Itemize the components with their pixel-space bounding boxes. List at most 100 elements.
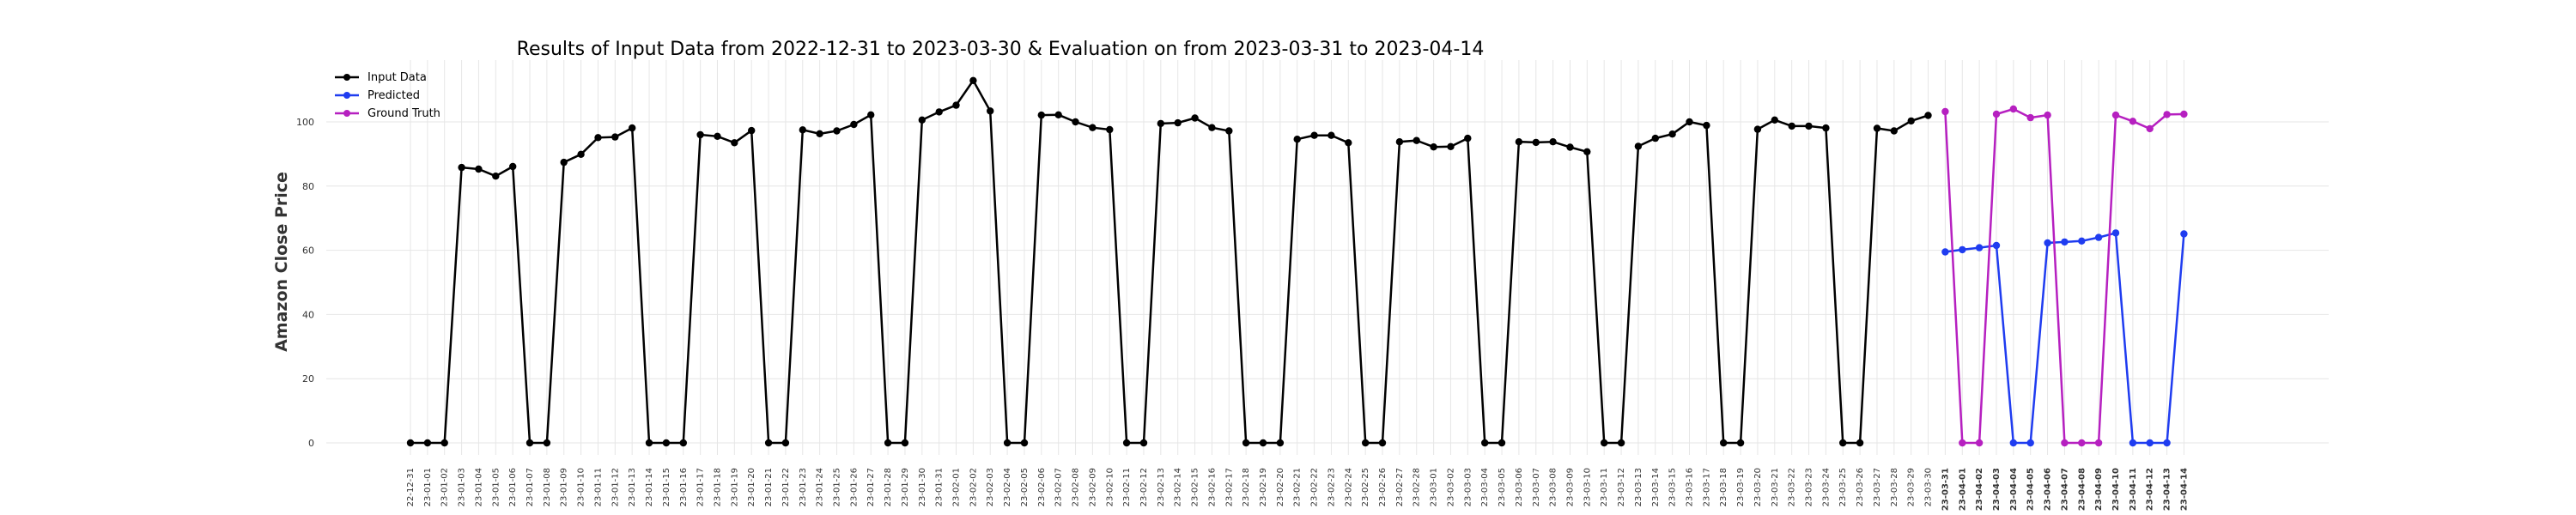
- data-point-ground-truth: [2111, 111, 2120, 119]
- x-tick-label: 23-02-10: [1105, 468, 1115, 506]
- x-tick-label: 23-04-06: [2044, 468, 2053, 511]
- data-point-ground-truth: [1975, 439, 1984, 447]
- data-point-input-data: [440, 439, 448, 447]
- x-tick-label: 23-04-11: [2129, 468, 2138, 511]
- data-point-input-data: [952, 101, 960, 109]
- legend-marker-input-data: [343, 74, 350, 81]
- data-point-ground-truth: [2061, 439, 2069, 447]
- data-point-input-data: [1208, 124, 1216, 131]
- x-tick-label: 23-03-23: [1805, 468, 1814, 506]
- data-point-input-data: [577, 150, 585, 158]
- data-point-input-data: [1259, 439, 1267, 447]
- legend-label-predicted: Predicted: [368, 89, 420, 102]
- data-point-input-data: [1293, 136, 1301, 143]
- x-tick-label: 23-01-02: [440, 468, 450, 506]
- x-tick-label: 23-02-19: [1259, 468, 1268, 506]
- data-point-predicted: [2163, 439, 2171, 447]
- data-point-input-data: [1549, 138, 1557, 146]
- data-point-input-data: [884, 439, 892, 447]
- chart-title: Results of Input Data from 2022-12-31 to…: [517, 39, 1485, 60]
- x-tick-label: 23-03-13: [1634, 468, 1643, 506]
- data-point-input-data: [611, 133, 619, 141]
- data-point-input-data: [969, 76, 977, 85]
- x-tick-label: 23-02-01: [952, 468, 962, 506]
- data-point-input-data: [543, 439, 551, 447]
- data-point-input-data: [1634, 142, 1643, 150]
- data-point-input-data: [833, 127, 841, 135]
- data-point-input-data: [662, 439, 671, 447]
- x-tick-label: 23-02-11: [1122, 468, 1132, 506]
- data-point-input-data: [1122, 439, 1131, 447]
- x-tick-label: 23-03-09: [1565, 468, 1575, 506]
- data-point-input-data: [1327, 131, 1335, 139]
- x-tick-label: 23-01-12: [611, 468, 620, 506]
- x-tick-label: 23-04-12: [2146, 468, 2155, 511]
- data-point-input-data: [1601, 439, 1608, 447]
- data-point-predicted: [1959, 245, 1966, 254]
- x-tick-label: 23-03-16: [1686, 468, 1695, 506]
- data-point-input-data: [1651, 134, 1660, 142]
- x-tick-label: 23-02-16: [1207, 468, 1217, 506]
- data-point-input-data: [1072, 118, 1079, 126]
- data-point-predicted: [2111, 229, 2120, 237]
- x-tick-label: 23-01-23: [799, 468, 808, 506]
- data-point-input-data: [850, 120, 858, 129]
- data-point-predicted: [2061, 238, 2069, 246]
- data-point-predicted: [2146, 439, 2154, 447]
- data-point-input-data: [1191, 114, 1199, 122]
- data-point-input-data: [1890, 127, 1898, 135]
- data-point-input-data: [1395, 138, 1404, 146]
- data-point-ground-truth: [2163, 111, 2171, 118]
- data-point-input-data: [594, 134, 602, 142]
- data-point-input-data: [492, 173, 500, 180]
- data-point-input-data: [458, 163, 465, 172]
- data-point-input-data: [1054, 111, 1062, 118]
- y-axis-label: Amazon Close Price: [272, 172, 291, 352]
- data-point-input-data: [1856, 439, 1864, 447]
- x-tick-label: 23-03-12: [1617, 468, 1626, 506]
- data-point-input-data: [1566, 143, 1574, 151]
- x-tick-label: 23-03-06: [1515, 468, 1524, 506]
- data-point-predicted: [2094, 233, 2103, 241]
- data-point-input-data: [1703, 121, 1710, 130]
- data-point-ground-truth: [1959, 439, 1966, 447]
- data-point-predicted: [2180, 230, 2188, 238]
- x-tick-label: 23-03-22: [1788, 468, 1797, 506]
- legend-marker-ground-truth: [343, 110, 350, 117]
- x-tick-label: 23-03-19: [1736, 468, 1746, 506]
- data-point-predicted: [2026, 439, 2034, 447]
- data-point-input-data: [901, 439, 909, 447]
- data-point-input-data: [1668, 130, 1676, 138]
- x-tick-label: 23-02-07: [1054, 468, 1064, 506]
- data-point-input-data: [1378, 439, 1387, 447]
- data-point-input-data: [1037, 111, 1046, 119]
- data-point-input-data: [1139, 439, 1148, 447]
- data-point-input-data: [629, 124, 636, 132]
- data-point-input-data: [1907, 117, 1915, 125]
- x-tick-label: 23-03-08: [1549, 468, 1558, 506]
- x-tick-label: 23-01-20: [747, 468, 756, 506]
- x-tick-label: 23-01-25: [833, 468, 842, 506]
- data-point-predicted: [1975, 244, 1984, 251]
- x-tick-label: 23-01-01: [423, 468, 433, 506]
- data-point-input-data: [406, 439, 415, 447]
- x-tick-label: 23-02-05: [1020, 468, 1030, 506]
- data-point-input-data: [526, 439, 534, 447]
- x-tick-label: 23-04-01: [1958, 468, 1967, 511]
- x-tick-label: 23-03-30: [1924, 468, 1934, 506]
- data-point-input-data: [1498, 439, 1506, 447]
- data-point-input-data: [1720, 439, 1728, 447]
- data-point-input-data: [1686, 118, 1693, 126]
- data-point-input-data: [1430, 143, 1437, 151]
- data-point-ground-truth: [2078, 439, 2086, 447]
- x-tick-label: 23-02-12: [1139, 468, 1149, 506]
- data-point-input-data: [748, 126, 756, 135]
- x-tick-label: 23-04-03: [1992, 468, 2002, 511]
- x-tick-label: 23-02-14: [1174, 468, 1183, 506]
- data-point-input-data: [1413, 136, 1420, 144]
- data-point-input-data: [714, 132, 721, 140]
- legend: Input Data Predicted Ground Truth: [335, 71, 440, 120]
- legend-label-input-data: Input Data: [368, 71, 427, 84]
- x-tick-label: 23-02-24: [1344, 468, 1353, 506]
- data-point-input-data: [1310, 131, 1318, 139]
